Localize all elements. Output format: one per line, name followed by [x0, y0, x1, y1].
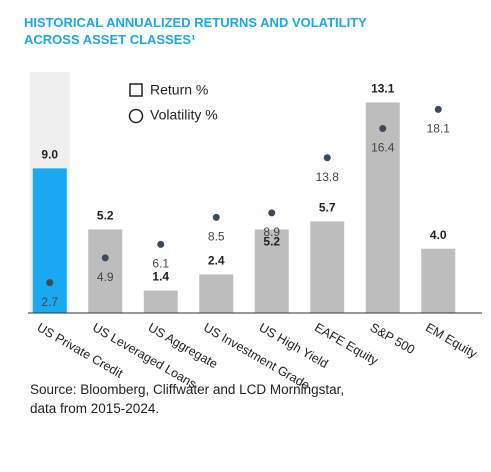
bar — [88, 229, 123, 313]
value-label: 8.9 — [263, 225, 280, 239]
bar — [254, 229, 289, 313]
bar — [310, 221, 345, 313]
volatility-dot — [323, 154, 331, 162]
bar — [421, 248, 456, 313]
volatility-dot — [268, 209, 276, 217]
volatility-dot — [157, 240, 165, 248]
value-label: 8.5 — [208, 230, 225, 244]
value-label: 2.7 — [41, 295, 58, 309]
legend-swatch — [129, 83, 143, 97]
value-label: 13.8 — [316, 170, 340, 184]
value-label: 16.4 — [371, 141, 395, 155]
value-label: 4.9 — [97, 270, 114, 284]
legend-swatch — [128, 108, 144, 124]
value-label: 18.1 — [427, 122, 451, 136]
volatility-dot — [379, 125, 387, 132]
value-label: 5.2 — [263, 235, 280, 249]
volatility-dot — [46, 279, 54, 287]
legend-label: Return % — [150, 82, 208, 98]
bar — [199, 274, 234, 313]
bar — [32, 168, 67, 313]
bar — [143, 290, 178, 313]
x-tick-label: EM Equity — [423, 320, 480, 361]
value-label: 2.4 — [208, 254, 225, 268]
value-label: 13.1 — [371, 82, 395, 96]
value-label: 4.0 — [430, 228, 447, 242]
value-label: 5.7 — [319, 201, 336, 215]
volatility-dot — [101, 254, 109, 262]
value-label: 5.2 — [97, 209, 114, 223]
value-label: 9.0 — [41, 148, 58, 162]
legend-label: Volatility % — [150, 107, 218, 123]
source-note: Source: Bloomberg, Cliffwater and LCD Mo… — [30, 382, 345, 416]
volatility-dot — [434, 105, 442, 113]
volatility-dot — [212, 213, 220, 221]
chart-title: HISTORICAL ANNUALIZED RETURNS AND VOLATI… — [24, 15, 367, 47]
bar — [365, 102, 400, 313]
value-label: 1.4 — [152, 270, 169, 284]
value-label: 6.1 — [152, 257, 169, 271]
